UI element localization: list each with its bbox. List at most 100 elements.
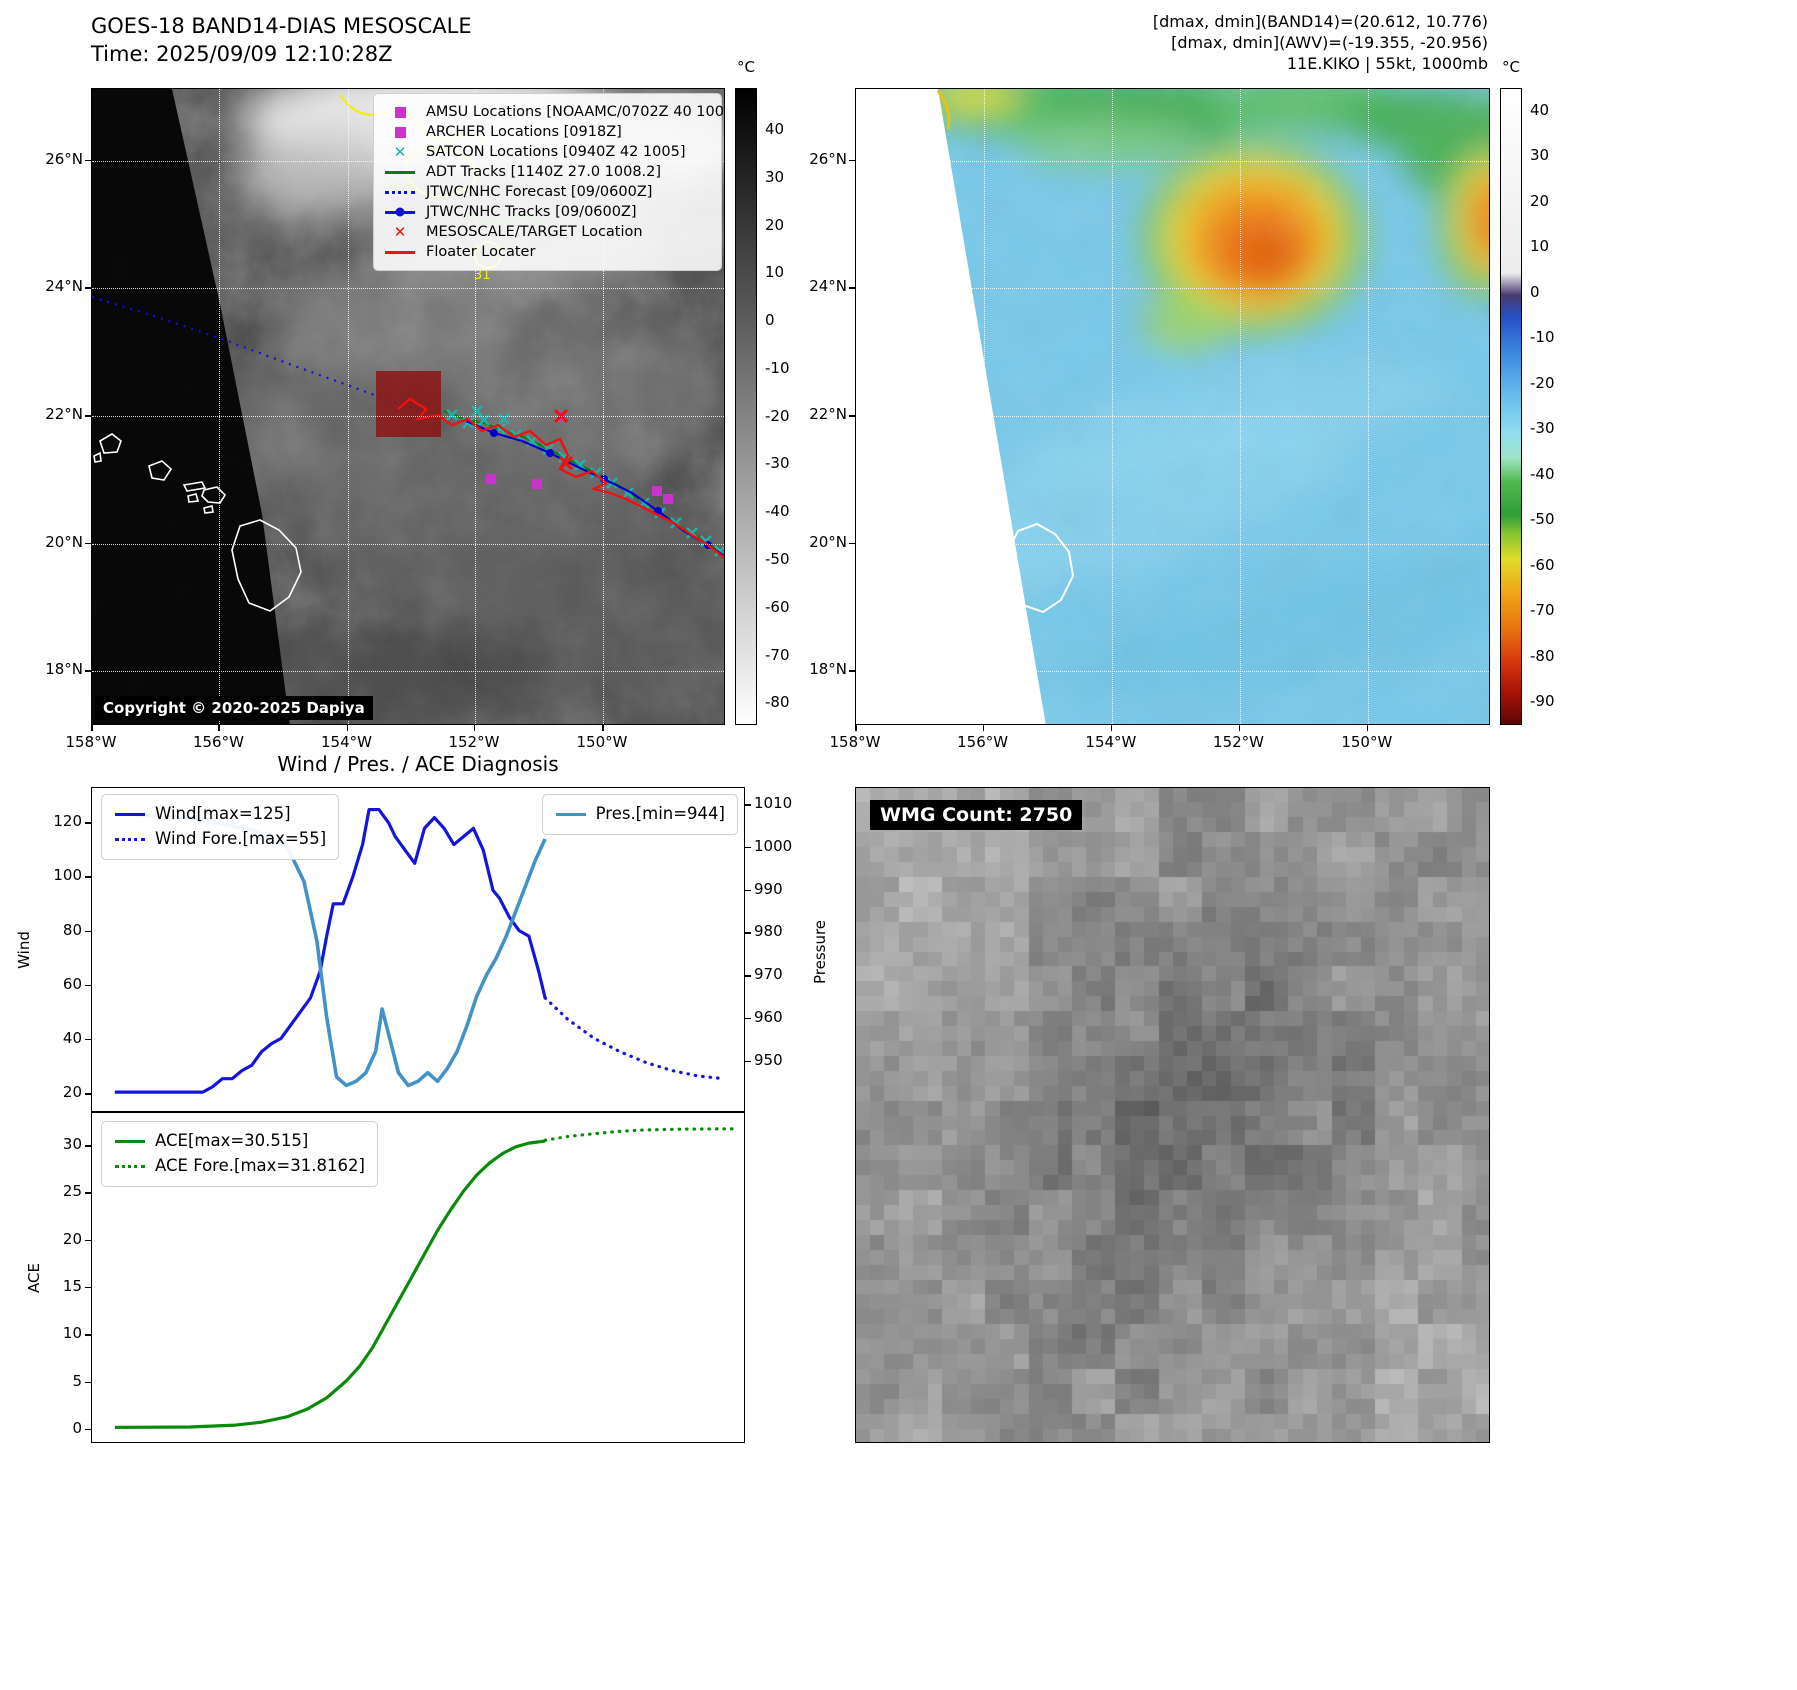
legend-label: Floater Locater (426, 244, 536, 260)
lon-tick-label: 158°W (65, 733, 117, 751)
chart-series-wind-forecast (543, 996, 727, 1081)
legend-marker-dotted-icon (114, 1159, 146, 1173)
y-tick-label: 980 (754, 922, 783, 941)
colorbar-tick-label: -30 (765, 454, 790, 473)
colorbar-tick-label: -60 (1530, 555, 1555, 574)
lat-tick-label: 24°N (809, 277, 847, 296)
lon-tick-label: 152°W (448, 733, 500, 751)
y-tick-label: 120 (53, 812, 82, 831)
awv-header-band14-stats: [dmax, dmin](BAND14)=(20.612, 10.776) (1152, 12, 1488, 31)
axis-tick (745, 975, 751, 977)
colorbar-tick-label: -70 (765, 645, 790, 664)
legend-marker-solid-icon (114, 1134, 146, 1148)
lon-tick-label: 154°W (1085, 733, 1137, 751)
axis-tick (745, 1060, 751, 1063)
colorbar-tick-label: -40 (1530, 464, 1555, 483)
y-tick-label: 990 (754, 879, 783, 898)
satcon-x-marker (471, 405, 483, 417)
colorbar-tick-label: -50 (1530, 510, 1555, 529)
wind-legend: Wind[max=125] Wind Fore.[max=55] (101, 794, 340, 860)
colorbar-tick-label: 10 (1530, 237, 1550, 256)
y-tick-label: 960 (754, 1007, 783, 1026)
chart-series-ace (114, 1139, 546, 1429)
awv-header-awv-stats: [dmax, dmin](AWV)=(-19.355, -20.956) (1171, 32, 1488, 52)
y-tick-label: 100 (53, 866, 82, 885)
legend-marker-dotted-icon (384, 185, 416, 199)
ir-map-legend: AMSU Locations [NOAAMC/0702Z 40 1003] ARC… (373, 93, 724, 271)
ace-chart: ACE[max=30.515] ACE Fore.[max=31.8162] (91, 1112, 745, 1443)
y-tick-label: 30 (62, 1135, 82, 1154)
pressure-axis-label: Pressure (811, 919, 829, 985)
legend-item: AMSU Locations [NOAAMC/0702Z 40 1003] (384, 102, 724, 122)
chart-series-pressure (114, 811, 547, 1088)
colorbar-tick-label: -30 (1530, 419, 1555, 438)
lat-tick-label: 22°N (809, 405, 847, 424)
legend-label: JTWC/NHC Forecast [09/0600Z] (426, 184, 653, 200)
legend-item: Pres.[min=944] (555, 802, 725, 827)
wind-pressure-plot (114, 807, 727, 1094)
wmg-panel: WMG Count: 2750 (855, 787, 1490, 1443)
lat-tick-label: 26°N (45, 149, 83, 168)
colorbar-tick-label: 0 (1530, 282, 1540, 301)
awv-colorbar (1500, 88, 1522, 725)
awv-header-storm-id: 11E.KIKO | 55kt, 1000mb (1286, 53, 1488, 73)
colorbar-tick-label: 20 (765, 215, 785, 234)
chart-series-wind (114, 807, 547, 1094)
awv-no-data-region (856, 89, 1046, 724)
ir-panel-time: Time: 2025/09/09 12:10:28Z (91, 42, 393, 67)
legend-item: ADT Tracks [1140Z 27.0 1008.2] (384, 162, 711, 182)
adt-contour-annotation: 31 (474, 268, 491, 283)
satcon-x-marker (498, 413, 510, 425)
lon-tick-label: 154°W (321, 733, 372, 751)
legend-item: ✕ MESOSCALE/TARGET Location (384, 222, 711, 242)
colorbar-tick-label: 30 (765, 167, 785, 186)
y-tick-label: 20 (62, 1083, 82, 1102)
lon-tick-label: 152°W (1213, 733, 1265, 751)
legend-item: ARCHER Locations [0918Z] (384, 122, 711, 142)
y-tick-label: 20 (62, 1229, 82, 1248)
legend-label: ACE Fore.[max=31.8162] (155, 1155, 365, 1175)
pressure-legend: Pres.[min=944] (541, 794, 738, 835)
legend-marker-square-icon (384, 125, 416, 139)
awv-satellite-map (855, 88, 1490, 725)
axis-tick (745, 932, 751, 934)
axis-tick (1366, 725, 1369, 731)
colorbar-tick-label: -20 (765, 406, 790, 425)
colorbar-tick-label: -80 (1530, 646, 1555, 665)
awv-edge-contour (936, 90, 951, 130)
legend-item: ACE Fore.[max=31.8162] (114, 1154, 365, 1179)
legend-item: ✕ SATCON Locations [0940Z 42 1005] (384, 142, 711, 162)
colorbar-tick-label: -20 (1530, 373, 1555, 392)
colorbar-tick-label: 40 (765, 120, 785, 139)
ace-axis-label: ACE (25, 1263, 43, 1293)
floater-track (397, 397, 724, 559)
colorbar-tick-label: 20 (1530, 191, 1550, 210)
colorbar-tick-label: 40 (1530, 100, 1550, 119)
ace-plot (114, 1127, 736, 1429)
legend-marker-solid-icon (555, 807, 587, 821)
y-tick-label: 970 (754, 965, 783, 984)
y-tick-label: 1010 (754, 794, 793, 813)
legend-label: SATCON Locations [0940Z 42 1005] (426, 144, 686, 160)
y-tick-label: 10 (62, 1324, 82, 1343)
awv-colorbar-unit: °C (1502, 58, 1520, 76)
colorbar-tick-label: -10 (1530, 328, 1555, 347)
lon-tick-label: 150°W (1341, 733, 1393, 751)
legend-label: AMSU Locations [NOAAMC/0702Z 40 1003] (426, 104, 725, 120)
colorbar-tick-label: -10 (765, 358, 790, 377)
axis-tick (745, 889, 751, 892)
lon-tick-label: 158°W (829, 733, 881, 751)
awv-header: [dmax, dmin](BAND14)=(20.612, 10.776) [d… (900, 12, 1488, 74)
y-tick-label: 60 (62, 974, 82, 993)
satellite-limb-dark-region (92, 89, 290, 724)
axis-tick (346, 725, 348, 731)
legend-marker-dotted-icon (114, 832, 146, 846)
axis-tick (602, 725, 604, 731)
lon-tick-label: 150°W (576, 733, 628, 751)
legend-marker-line-icon (384, 245, 416, 259)
lat-tick-label: 26°N (809, 149, 847, 168)
legend-label: Wind[max=125] (155, 804, 291, 823)
y-tick-label: 0 (72, 1418, 82, 1437)
legend-label: ADT Tracks [1140Z 27.0 1008.2] (426, 164, 662, 180)
